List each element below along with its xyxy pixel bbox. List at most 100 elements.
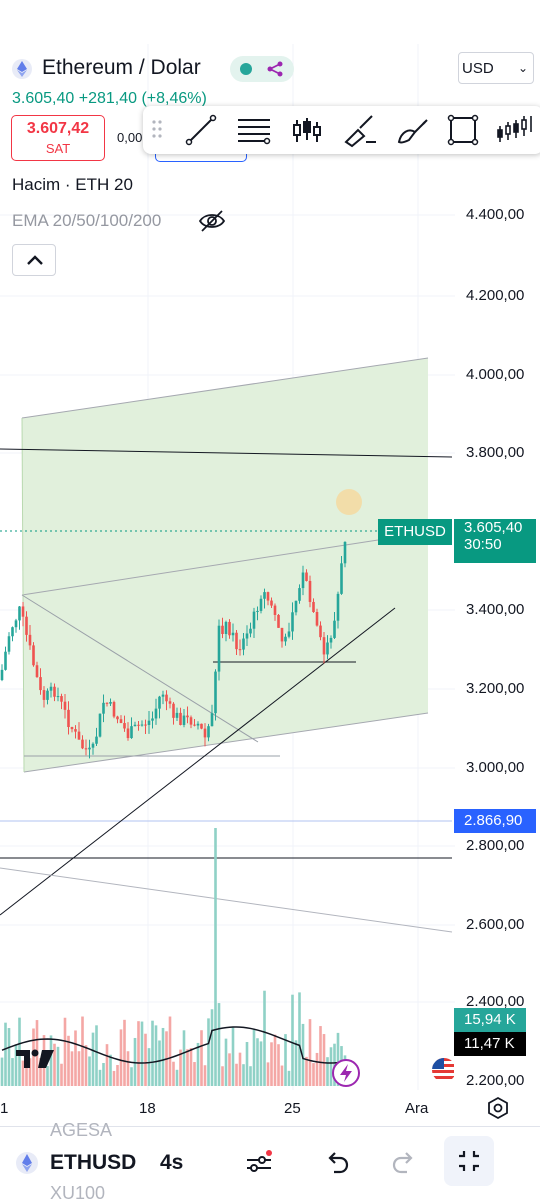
volume-moving-average xyxy=(1,1026,346,1064)
candle xyxy=(301,565,305,596)
volume-bar xyxy=(203,1065,207,1086)
candle xyxy=(7,632,11,655)
candle xyxy=(18,605,21,630)
candle xyxy=(53,683,56,702)
volume-bar xyxy=(319,1026,322,1086)
lightning-bolt-icon[interactable] xyxy=(331,1058,361,1088)
volume-bar xyxy=(224,1038,228,1086)
last-price-value: 3.605,40 xyxy=(464,519,523,536)
candle xyxy=(175,707,179,721)
candle xyxy=(39,668,42,695)
chart-patterns-tool-icon[interactable] xyxy=(494,110,534,150)
brush-tool-icon[interactable] xyxy=(340,110,380,150)
candle xyxy=(291,602,294,640)
candle xyxy=(88,739,91,759)
collapse-legend-button[interactable] xyxy=(12,244,56,276)
candle xyxy=(329,635,333,649)
volume-bar xyxy=(301,1023,305,1086)
volume-bar xyxy=(88,1056,91,1086)
volume-bar xyxy=(56,1046,60,1086)
rectangle-tool-icon[interactable] xyxy=(443,110,483,150)
price-axis-label: 4.000,00 xyxy=(466,366,525,383)
candle xyxy=(4,646,7,671)
fullscreen-button[interactable] xyxy=(444,1136,494,1186)
bar-countdown: 30:50 xyxy=(464,536,502,553)
candle xyxy=(98,713,102,738)
volume-bar xyxy=(154,1025,158,1086)
volume-bar xyxy=(98,1069,102,1086)
symbol-scroll-next[interactable]: XU100 xyxy=(50,1183,106,1200)
symbol-selector[interactable]: ETHUSD xyxy=(50,1151,137,1174)
volume-bar xyxy=(91,1032,95,1086)
volume-average-tag: 11,47 K xyxy=(454,1032,526,1056)
share-nodes-icon[interactable] xyxy=(266,60,284,78)
long-position-tool-icon[interactable] xyxy=(287,110,327,150)
candle xyxy=(172,702,175,725)
drag-handle-icon[interactable] xyxy=(150,118,164,140)
volume-bar xyxy=(193,1062,196,1086)
candle xyxy=(315,608,319,627)
candlestick-series xyxy=(0,541,347,759)
indicators-icon[interactable] xyxy=(244,1148,274,1178)
hidden-eye-icon[interactable] xyxy=(198,208,226,234)
fib-retracement-tool-icon[interactable] xyxy=(234,110,274,150)
buy-button[interactable] xyxy=(155,150,247,162)
candle xyxy=(189,715,193,729)
chart-settings-icon[interactable] xyxy=(486,1096,510,1120)
candle xyxy=(280,627,284,648)
candle xyxy=(14,618,18,633)
volume-bar xyxy=(84,1045,88,1086)
volume-bar xyxy=(270,1042,273,1086)
ethereum-logo-icon xyxy=(12,59,32,79)
candle xyxy=(130,717,133,739)
highlighter-tool-icon[interactable] xyxy=(393,110,433,150)
volume-bar xyxy=(207,1018,210,1086)
candle xyxy=(336,591,340,629)
ema-indicator-label[interactable]: EMA 20/50/100/200 xyxy=(12,211,162,230)
volume-bar xyxy=(95,1025,98,1086)
redo-icon[interactable] xyxy=(389,1148,419,1178)
candle xyxy=(35,661,39,678)
alert-price-tag[interactable]: 2.866,90 xyxy=(454,809,536,833)
candle xyxy=(95,727,98,747)
descending-trend-line xyxy=(21,594,259,743)
candle xyxy=(298,584,301,604)
last-price-tag: 3.605,40 30:50 xyxy=(454,519,536,563)
time-axis-label: 18 xyxy=(139,1100,156,1117)
currency-select[interactable] xyxy=(458,52,534,84)
candle xyxy=(249,622,252,638)
symbol-scroll-previous[interactable]: AGESA xyxy=(50,1120,113,1140)
volume-bar xyxy=(74,1030,77,1086)
volume-bar xyxy=(102,1062,105,1086)
price-axis-label: 2.400,00 xyxy=(466,993,525,1010)
volume-bar xyxy=(137,1021,140,1086)
ascending-trend-line xyxy=(0,607,396,916)
price-chart[interactable] xyxy=(0,0,540,1100)
candle xyxy=(67,701,70,735)
interval-selector[interactable]: 4s xyxy=(160,1151,184,1174)
volume-indicator-label[interactable]: Hacim · ETH 20 xyxy=(12,175,133,194)
candle xyxy=(46,688,49,705)
volume-bar xyxy=(245,1041,249,1086)
candle xyxy=(287,622,291,639)
volume-bar xyxy=(67,1035,70,1086)
candle xyxy=(333,612,336,640)
volume-bar xyxy=(333,1043,336,1086)
channel-bottom-line xyxy=(23,712,429,773)
trend-line-tool-icon[interactable] xyxy=(181,110,221,150)
sell-button[interactable] xyxy=(11,115,105,161)
volume-bar xyxy=(109,1054,112,1086)
volume-bar xyxy=(7,1028,11,1086)
volume-bar xyxy=(151,1020,154,1086)
candle xyxy=(256,606,259,621)
volume-bar xyxy=(291,994,294,1086)
long-descending-line xyxy=(0,867,453,933)
us-flag-icon[interactable] xyxy=(430,1055,454,1085)
volume-bar xyxy=(294,1040,298,1086)
candle xyxy=(0,664,4,682)
undo-icon[interactable] xyxy=(322,1148,352,1178)
candle xyxy=(112,700,116,719)
volume-bar xyxy=(196,1042,200,1086)
candle xyxy=(42,686,46,708)
candle xyxy=(154,698,158,725)
